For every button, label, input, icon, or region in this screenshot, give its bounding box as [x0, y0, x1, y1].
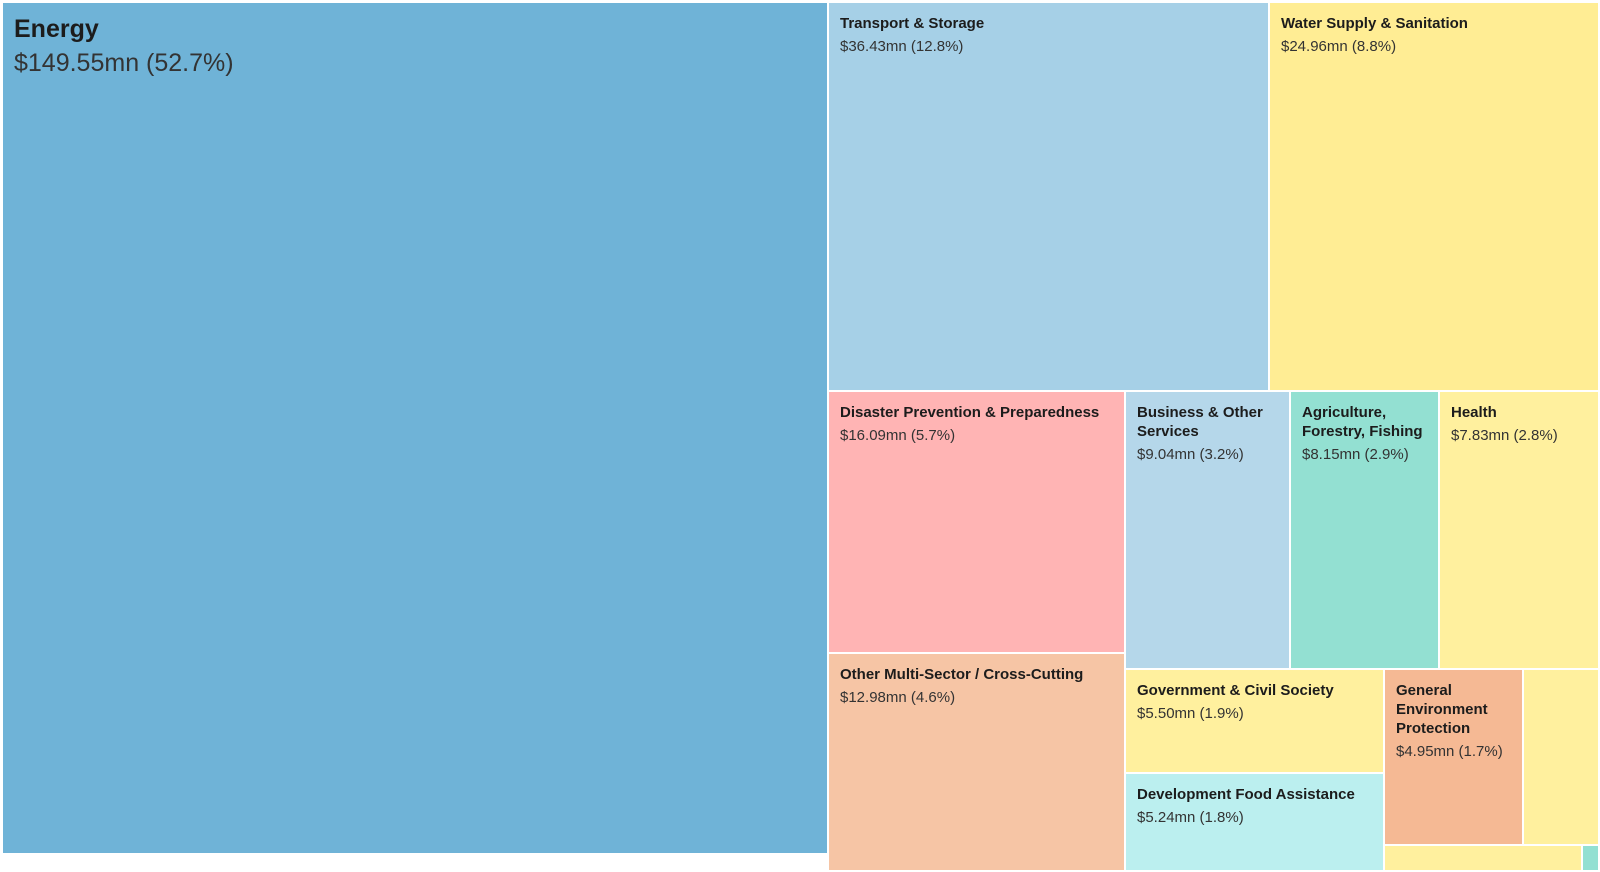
tile-value: $5.50mn (1.9%) — [1137, 705, 1244, 722]
tile-value: $8.15mn (2.9%) — [1302, 446, 1409, 463]
treemap-tile-disaster-prevention-and-preparedness[interactable]: Disaster Prevention & Preparedness $16.09… — [829, 392, 1126, 654]
tile-value: $5.24mn (1.8%) — [1137, 809, 1244, 826]
treemap-tile-other-multi-sector-cross-cutting[interactable]: Other Multi-Sector / Cross-Cutting $12.98… — [829, 654, 1126, 872]
tile-label: General Environment Protection — [1396, 682, 1488, 737]
tile-label: Energy — [14, 15, 99, 43]
tile-label: Disaster Prevention & Preparedness — [840, 404, 1100, 421]
tile-value: $24.96mn (8.8%) — [1281, 38, 1397, 55]
treemap-tile-general-environment-protection[interactable]: General Environment Protection $4.95mn (1… — [1385, 670, 1524, 846]
tile-value: $149.55mn (52.7%) — [14, 49, 234, 77]
treemap-tile-health[interactable]: Health $7.83mn (2.8%) — [1440, 392, 1600, 670]
tile-label: Transport & Storage — [840, 15, 985, 32]
tile-value: $16.09mn (5.7%) — [840, 427, 956, 444]
treemap-tile-unlabeled-13[interactable] — [1583, 846, 1600, 872]
tile-label: Agriculture, Forestry, Fishing — [1302, 404, 1423, 440]
treemap-tile-business-and-other-services[interactable]: Business & Other Services $9.04mn (3.2%) — [1126, 392, 1291, 670]
treemap-tile-agriculture-forestry-fishing[interactable]: Agriculture, Forestry, Fishing $8.15mn (2… — [1291, 392, 1440, 670]
tile-value: $7.83mn (2.8%) — [1451, 427, 1558, 444]
tile-value: $9.04mn (3.2%) — [1137, 446, 1244, 463]
treemap-tile-energy[interactable]: Energy $149.55mn (52.7%) — [3, 3, 829, 855]
tile-label: Government & Civil Society — [1137, 682, 1334, 699]
treemap-tile-unlabeled-11[interactable] — [1524, 670, 1600, 846]
treemap-tile-development-food-assistance[interactable]: Development Food Assistance $5.24mn (1.8%… — [1126, 774, 1385, 872]
treemap-tile-water-supply-and-sanitation[interactable]: Water Supply & Sanitation $24.96mn (8.8%) — [1270, 3, 1600, 392]
tile-label: Development Food Assistance — [1137, 786, 1355, 803]
tile-value: $4.95mn (1.7%) — [1396, 743, 1503, 760]
tile-value: $12.98mn (4.6%) — [840, 689, 956, 706]
treemap-tile-transport-and-storage[interactable]: Transport & Storage $36.43mn (12.8%) — [829, 3, 1270, 392]
treemap-tile-government-and-civil-society[interactable]: Government & Civil Society $5.50mn (1.9%) — [1126, 670, 1385, 774]
tile-label: Business & Other Services — [1137, 404, 1263, 440]
tile-label: Water Supply & Sanitation — [1281, 15, 1468, 32]
treemap-tile-unlabeled-12[interactable] — [1385, 846, 1583, 872]
tile-label: Other Multi-Sector / Cross-Cutting — [840, 666, 1084, 683]
tile-label: Health — [1451, 404, 1497, 421]
tile-value: $36.43mn (12.8%) — [840, 38, 964, 55]
